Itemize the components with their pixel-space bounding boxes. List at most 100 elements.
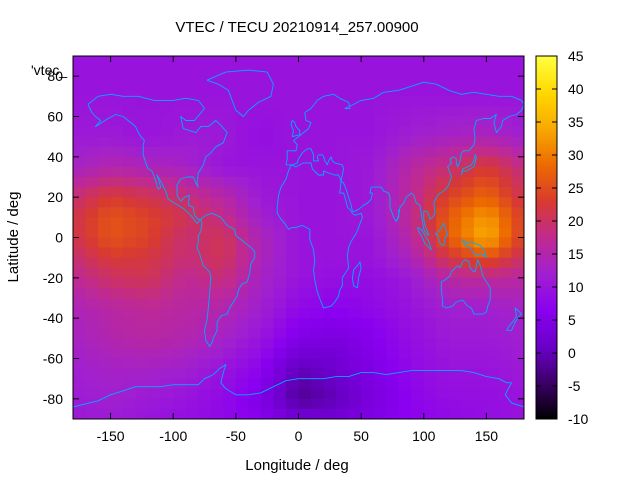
heatmap-cell [423,76,437,87]
heatmap-cell [235,277,249,289]
heatmap-cell [298,257,312,269]
heatmap-cell [285,56,300,67]
heatmap-cell [348,388,362,400]
heatmap-cell [361,247,375,259]
heatmap-cell [498,207,513,218]
heatmap-cell [248,378,262,390]
heatmap-cell [511,298,524,309]
heatmap-cell [248,156,262,168]
heatmap-cell [386,106,400,118]
colorbar-strip [536,221,557,225]
heatmap-cell [361,277,375,289]
heatmap-cell [223,237,237,249]
heatmap-cell [348,227,362,239]
heatmap-cell [98,227,112,239]
heatmap-cell [448,348,462,360]
heatmap-cell [461,267,475,279]
heatmap-cell [311,338,325,350]
colorbar-strip [536,410,557,414]
heatmap-cell [210,66,224,77]
heatmap-cell [185,287,199,299]
colorbar-strip [536,182,557,186]
heatmap-cell [148,378,162,390]
heatmap-cell [73,227,87,239]
heatmap-cell [448,86,462,97]
heatmap-cell [148,136,162,148]
heatmap-cell [73,207,87,218]
heatmap-cell [298,318,312,329]
coastline-europe-asia [285,81,524,236]
heatmap-cell [85,398,99,410]
colorbar-tick-label: 20 [568,213,584,229]
heatmap-cell [98,257,112,269]
heatmap-cell [223,257,237,269]
colorbar-strip [536,179,557,183]
heatmap-cell [160,197,174,208]
colorbar-tick-label: 35 [568,114,584,130]
colorbar-strip [536,224,557,228]
heatmap-cell [73,298,87,309]
heatmap-cell [311,146,325,158]
heatmap-cell [411,166,425,178]
colorbar-strip [536,260,557,264]
heatmap-cell [123,126,137,138]
heatmap-cell [85,388,99,400]
heatmap-cell [285,298,300,309]
y-tick-label: 20 [47,189,63,205]
heatmap-cell [198,308,212,319]
heatmap-cell [398,197,412,208]
heatmap-cell [361,398,375,410]
heatmap-cell [461,408,475,419]
heatmap-cell [148,187,162,198]
heatmap-cell [511,166,524,178]
heatmap-cell [311,126,325,138]
heatmap-cell [185,277,199,289]
heatmap-cell [148,197,162,208]
heatmap-cell [436,277,450,289]
heatmap-cell [298,368,312,380]
heatmap-cell [98,187,112,198]
colorbar-strip [536,116,557,120]
heatmap-cell [260,358,275,370]
heatmap-cell [298,187,312,198]
heatmap-cell [373,66,387,77]
heatmap-cell [198,146,212,158]
heatmap-cell [448,56,462,67]
colorbar-strip [536,83,557,87]
heatmap-cell [423,348,437,360]
colorbar-strip [536,56,557,60]
heatmap-cell [248,348,262,360]
heatmap-cell [123,106,137,118]
heatmap-cell [260,338,275,350]
heatmap-cell [85,217,99,229]
heatmap-cell [198,287,212,299]
heatmap-cell [210,207,224,218]
colorbar-strip [536,77,557,81]
heatmap-cell [473,96,488,108]
colorbar-strip [536,134,557,138]
heatmap-cell [185,358,199,370]
heatmap-cell [486,166,500,178]
heatmap-cell [473,116,488,128]
heatmap-cell [361,227,375,239]
coastline-australia [440,259,491,315]
heatmap-cell [248,126,262,138]
heatmap-cell [311,237,325,249]
heatmap-cell [298,177,312,188]
heatmap-cell [311,328,325,339]
heatmap-cell [423,308,437,319]
heatmap-cell [486,308,500,319]
heatmap-cell [98,408,112,419]
heatmap-cell [448,146,462,158]
heatmap-cell [235,388,249,400]
colorbar-strip [536,95,557,99]
heatmap-cell [273,116,287,128]
heatmap-cell [148,126,162,138]
heatmap-cell [135,66,149,77]
heatmap-cell [185,408,199,419]
heatmap-cell [260,287,275,299]
heatmap-cell [298,328,312,339]
heatmap-cell [461,398,475,410]
heatmap-cell [323,237,337,249]
colorbar-strip [536,347,557,351]
